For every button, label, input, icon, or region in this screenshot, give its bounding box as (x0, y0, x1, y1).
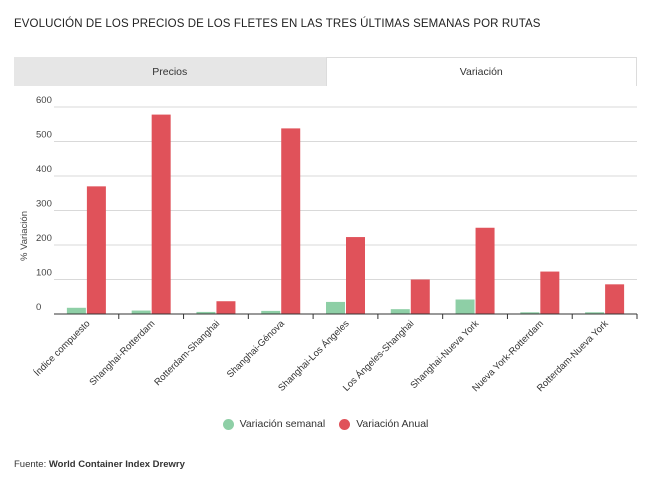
bar-anual-8[interactable] (605, 284, 625, 314)
x-tick-label-0: Índice compuesto (32, 318, 92, 378)
legend-label-anual: Variación Anual (356, 418, 429, 430)
x-tick-label-4: Shanghai-Los Ángeles (276, 318, 352, 394)
x-tick-label-7: Nueva York-Rotterdam (470, 318, 546, 394)
y-tick-600: 600 (36, 95, 52, 106)
bar-semanal-6[interactable] (455, 299, 475, 314)
bar-anual-2[interactable] (216, 301, 236, 314)
bar-semanal-2[interactable] (196, 311, 216, 314)
x-tick-label-5: Los Ángeles-Shanghai (341, 318, 416, 393)
bar-anual-1[interactable] (151, 114, 171, 314)
source-note: Fuente: World Container Index Drewry (14, 459, 185, 470)
legend-item-anual[interactable]: Variación Anual (339, 418, 428, 430)
x-axis (54, 313, 638, 319)
y-tick-300: 300 (36, 199, 52, 210)
x-tick-labels: Índice compuestoShanghai-RotterdamRotter… (32, 318, 611, 394)
legend-swatch-anual (339, 418, 351, 430)
bar-anual-5[interactable] (410, 279, 430, 315)
bar-anual-7[interactable] (540, 271, 560, 314)
source-prefix: Fuente: (14, 459, 47, 470)
chart-title: EVOLUCIÓN DE LOS PRECIOS DE LOS FLETES E… (14, 18, 541, 30)
bars (66, 114, 625, 315)
bar-semanal-0[interactable] (66, 307, 86, 314)
y-axis-label: % Variación (19, 211, 30, 261)
source-name: World Container Index Drewry (48, 459, 185, 470)
legend: Variación semanal Variación Anual (0, 418, 651, 430)
y-tick-500: 500 (36, 130, 52, 141)
x-tick-label-2: Rotterdam-Shanghai (152, 318, 222, 388)
y-tick-200: 200 (36, 233, 52, 244)
bar-semanal-4[interactable] (326, 301, 345, 314)
x-tick-label-8: Rotterdam-Nueva York (535, 318, 611, 394)
y-tick-0: 0 (36, 302, 41, 313)
bar-anual-0[interactable] (86, 186, 106, 314)
y-tick-labels: 0 100 200 300 400 500 600 (36, 95, 52, 313)
bar-semanal-7[interactable] (520, 312, 540, 314)
x-tick-label-6: Shanghai-Nueva York (408, 318, 481, 391)
bar-anual-6[interactable] (475, 227, 495, 314)
bar-semanal-1[interactable] (131, 310, 151, 314)
grid-lines (54, 106, 637, 280)
bar-semanal-3[interactable] (261, 310, 281, 314)
y-tick-100: 100 (36, 268, 52, 279)
x-tick-label-3: Shanghai-Génova (225, 318, 287, 380)
bar-chart: 0 100 200 300 400 500 600 % Variación Índice c… (19, 95, 638, 394)
bar-anual-4[interactable] (346, 237, 365, 314)
bar-anual-3[interactable] (281, 128, 301, 314)
tab-precios[interactable]: Precios (14, 57, 326, 86)
y-tick-400: 400 (36, 164, 52, 175)
tab-bar: Precios Variación (14, 57, 637, 86)
legend-swatch-semanal (222, 418, 234, 430)
bar-semanal-5[interactable] (390, 309, 410, 314)
tab-variacion[interactable]: Variación (325, 57, 637, 86)
x-tick-label-1: Shanghai-Rotterdam (88, 318, 158, 388)
legend-item-semanal[interactable]: Variación semanal (222, 418, 326, 430)
bar-semanal-8[interactable] (585, 312, 605, 314)
legend-label-semanal: Variación semanal (239, 418, 326, 430)
